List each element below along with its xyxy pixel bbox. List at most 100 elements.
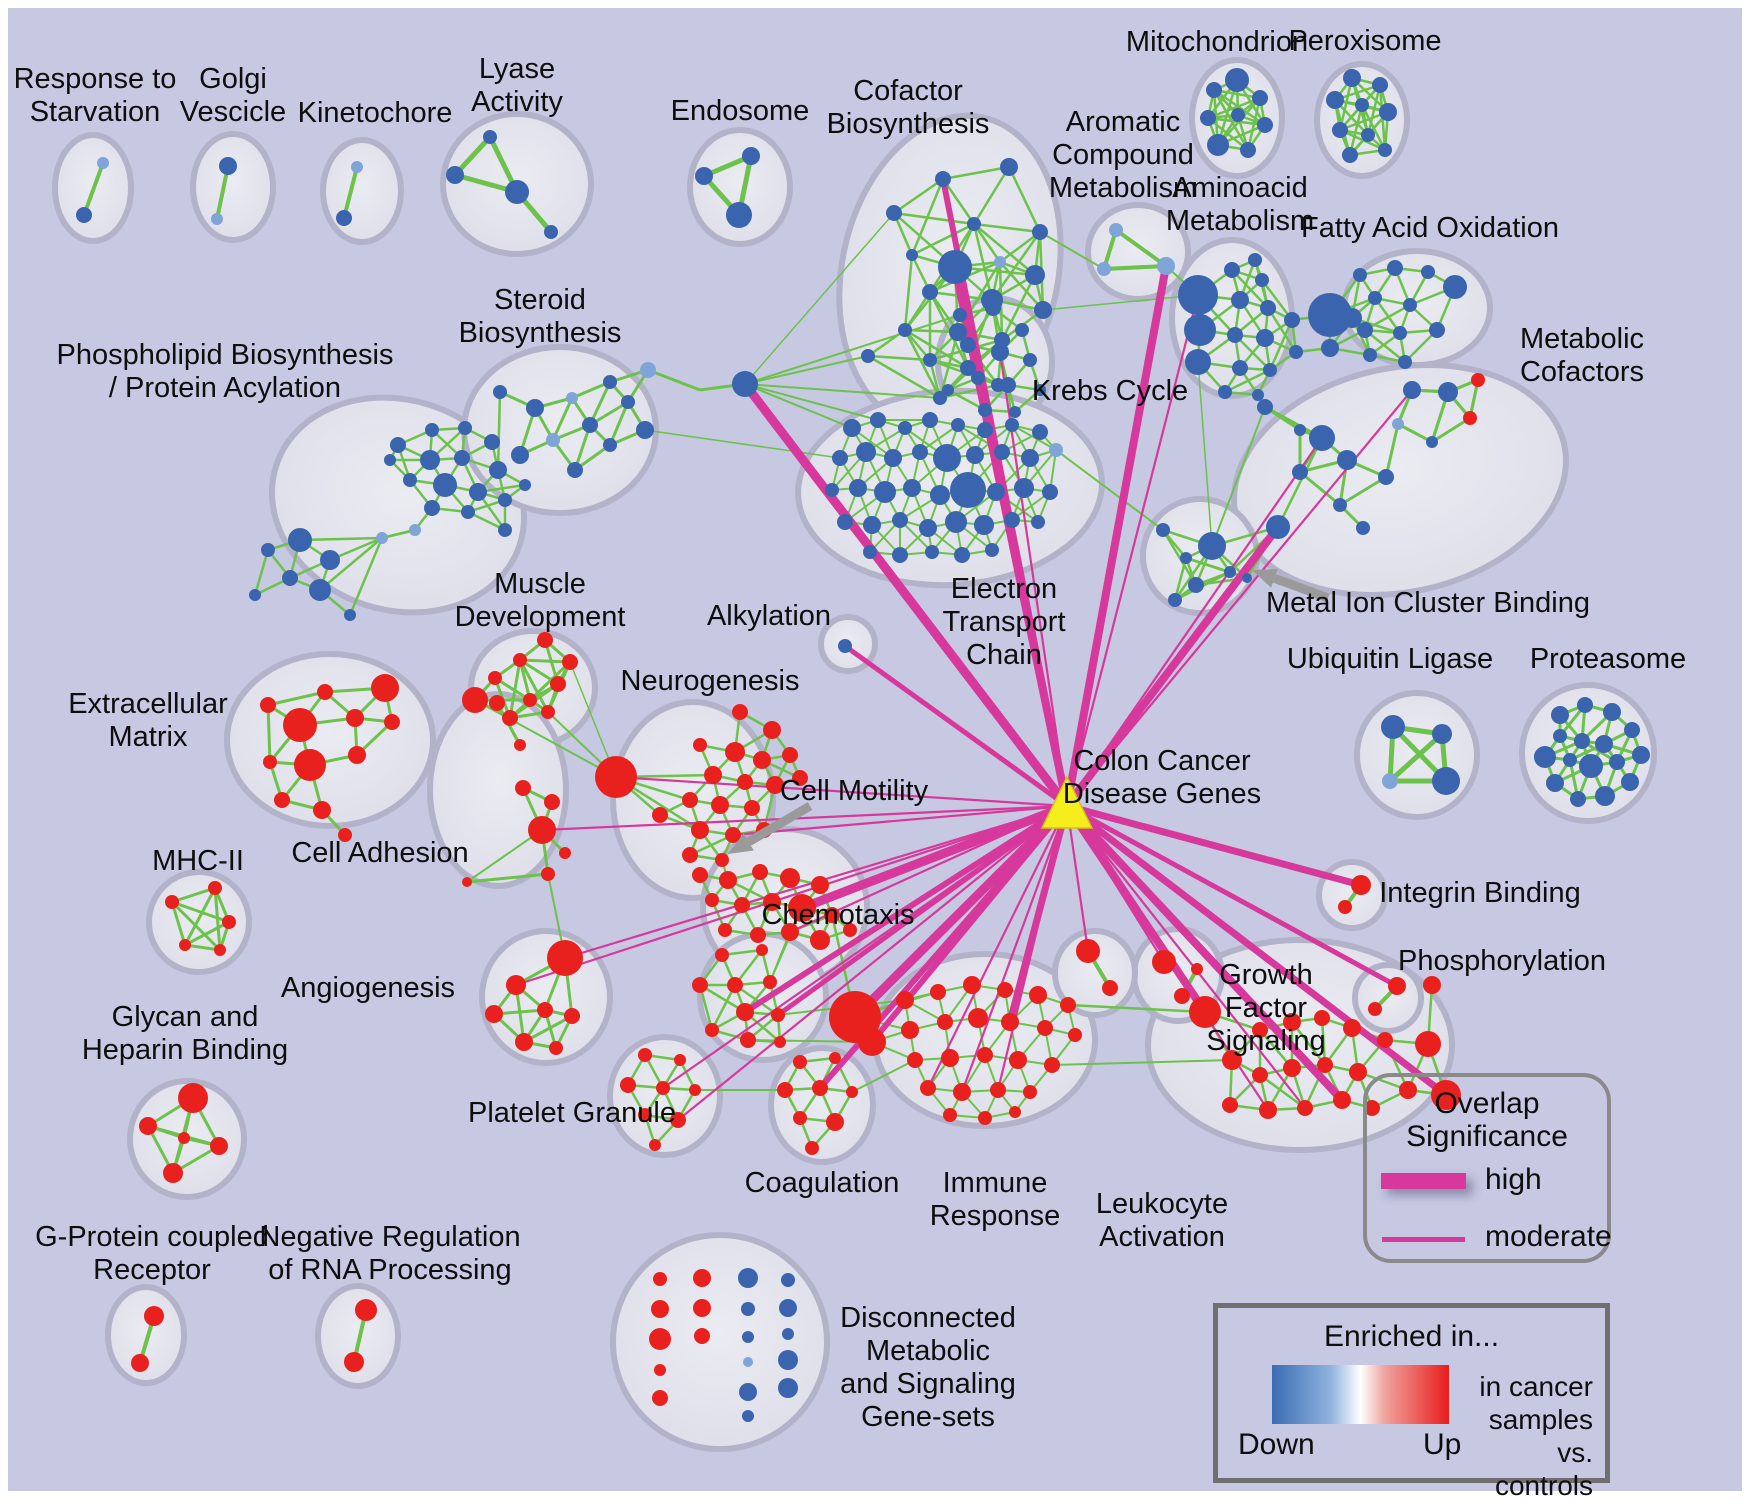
unlabeled-pair-node xyxy=(1076,939,1100,963)
g-protein-coupled-receptor-label: G-Protein coupled xyxy=(35,1221,269,1253)
leukocyte-activation-edge xyxy=(1259,1073,1306,1110)
cofactor-biosynthesis-edge xyxy=(939,383,999,400)
cell-adhesion-node xyxy=(544,794,560,810)
mhc-ii-node xyxy=(214,944,226,956)
proteasome-node xyxy=(1570,791,1586,807)
extracellular-matrix-node xyxy=(294,749,326,781)
platelet-granule-node xyxy=(689,1084,701,1096)
glycan-and-heparin-binding-label: Heparin Binding xyxy=(82,1034,288,1066)
overlap-edge-high xyxy=(951,266,1071,807)
cell-motility-pointer-head xyxy=(728,833,754,854)
ubiquitin-ligase-node xyxy=(1382,773,1398,789)
cofactor-biosynthesis-edge xyxy=(903,329,942,399)
endosome-node xyxy=(726,202,752,228)
peroxisome-node xyxy=(1326,91,1344,109)
electron-transport-chain-node xyxy=(837,514,853,530)
glycan-and-heparin-binding-node xyxy=(210,1137,228,1155)
green-link xyxy=(1042,294,1199,311)
cofactor-biosynthesis-edge xyxy=(893,177,944,215)
disconnected-gene-sets-node xyxy=(652,1390,668,1406)
electron-transport-chain-node xyxy=(1014,478,1034,498)
platelet-granule-node xyxy=(638,1048,652,1062)
platelet-granule-node xyxy=(620,1077,636,1093)
cell-adhesion-node xyxy=(541,867,555,881)
fatty-acid-oxidation-edge xyxy=(1364,329,1406,363)
immune-response-node xyxy=(963,976,981,994)
cofactor-biosynthesis-edge xyxy=(973,223,1036,276)
green-link xyxy=(744,212,895,385)
cofactor-biosynthesis-edge xyxy=(941,178,976,225)
leukocyte-activation-node xyxy=(1364,1100,1380,1116)
phospholipid-biosynthesis-protein-acylation-node xyxy=(458,421,472,435)
phospholipid-biosynthesis-protein-acylation-edge xyxy=(319,537,383,591)
legend-enriched-title: Enriched in... xyxy=(1323,1320,1500,1353)
response-to-starvation-label: Starvation xyxy=(30,96,161,128)
golgi-vescicle-edge xyxy=(215,165,230,220)
cofactor-biosynthesis-edge xyxy=(999,261,1044,311)
metal-ion-cluster-binding-node xyxy=(1180,552,1192,564)
fatty-acid-oxidation-node xyxy=(1363,348,1377,362)
coagulation-node xyxy=(793,1055,807,1069)
metabolic-cofactors-edge xyxy=(1431,416,1471,444)
phospholipid-biosynthesis-protein-acylation-node xyxy=(469,483,487,501)
overlap-edge-high xyxy=(1066,802,1362,889)
coagulation-node xyxy=(812,1080,828,1096)
steroid-biosynthesis-node xyxy=(493,385,507,399)
mhc-ii-edge xyxy=(170,900,222,952)
cofactor-biosynthesis-node xyxy=(922,284,938,300)
cofactor-biosynthesis-node xyxy=(949,323,967,341)
cofactor-biosynthesis-node xyxy=(994,256,1006,268)
mitochondrion-edge xyxy=(1207,117,1249,151)
lyase-activity-node xyxy=(505,180,529,204)
peroxisome-node xyxy=(1342,147,1358,163)
immune-response-node xyxy=(997,982,1013,998)
metabolic-cofactors-label: Metabolic xyxy=(1520,323,1644,355)
phospholipid-biosynthesis-protein-acylation-node xyxy=(498,523,512,537)
metabolic-cofactors-node xyxy=(1378,469,1394,485)
negative-regulation-of-rna-processing-node xyxy=(344,1352,364,1372)
krebs-cycle-node xyxy=(1000,377,1016,393)
immune-response-node xyxy=(1068,1028,1082,1042)
endosome-node xyxy=(742,147,760,165)
moderate-significance-label: moderate xyxy=(1485,1220,1612,1253)
aromatic-compound-metabolism-node xyxy=(1097,262,1111,276)
metabolic-cofactors-node xyxy=(1471,373,1485,387)
coagulation-node xyxy=(826,1113,844,1131)
extracellular-matrix-node xyxy=(313,801,331,819)
fatty-acid-oxidation-node xyxy=(1398,355,1412,369)
angiogenesis-node xyxy=(549,1041,563,1055)
electron-transport-chain-node xyxy=(1005,418,1019,432)
disconnected-gene-sets-label: and Signaling xyxy=(840,1368,1016,1400)
leukocyte-activation-node xyxy=(1222,1050,1242,1070)
electron-transport-chain-node xyxy=(892,547,908,563)
angiogenesis-node xyxy=(506,975,526,995)
disconnected-gene-sets-node xyxy=(778,1378,798,1398)
aminoacid-metabolism-node xyxy=(1255,273,1269,287)
immune-response-node xyxy=(941,1049,959,1067)
cofactor-biosynthesis-node xyxy=(1032,224,1048,240)
phospholipid-biosynthesis-protein-acylation-node xyxy=(409,524,421,536)
mhc-ii-edge xyxy=(184,920,230,947)
immune-response-node xyxy=(968,1008,988,1028)
kinetochore-label: Kinetochore xyxy=(298,97,453,129)
extracellular-matrix-node xyxy=(274,792,290,808)
phospholipid-biosynthesis-protein-acylation-node xyxy=(309,579,331,601)
cell-motility-node xyxy=(692,867,708,883)
kinetochore-node xyxy=(336,210,352,226)
electron-transport-chain-node xyxy=(954,547,970,563)
coagulation-area xyxy=(768,1045,876,1165)
g-protein-coupled-receptor-node xyxy=(131,1354,149,1372)
immune-response-node xyxy=(1060,997,1076,1013)
leukocyte-activation-label: Activation xyxy=(1099,1221,1225,1253)
disconnected-gene-sets-node xyxy=(693,1299,711,1317)
mhc-ii-label: MHC-II xyxy=(152,845,244,877)
response-to-starvation-edge xyxy=(82,162,105,216)
neurogenesis-node xyxy=(763,721,781,739)
coagulation-node xyxy=(805,1141,819,1155)
leukocyte-activation-node xyxy=(1317,1057,1333,1073)
immune-response-node xyxy=(907,1052,923,1068)
aminoacid-metabolism-node xyxy=(1184,314,1216,346)
immune-response-node xyxy=(1009,1051,1027,1069)
overlap-edge-moderate xyxy=(1065,294,1200,807)
